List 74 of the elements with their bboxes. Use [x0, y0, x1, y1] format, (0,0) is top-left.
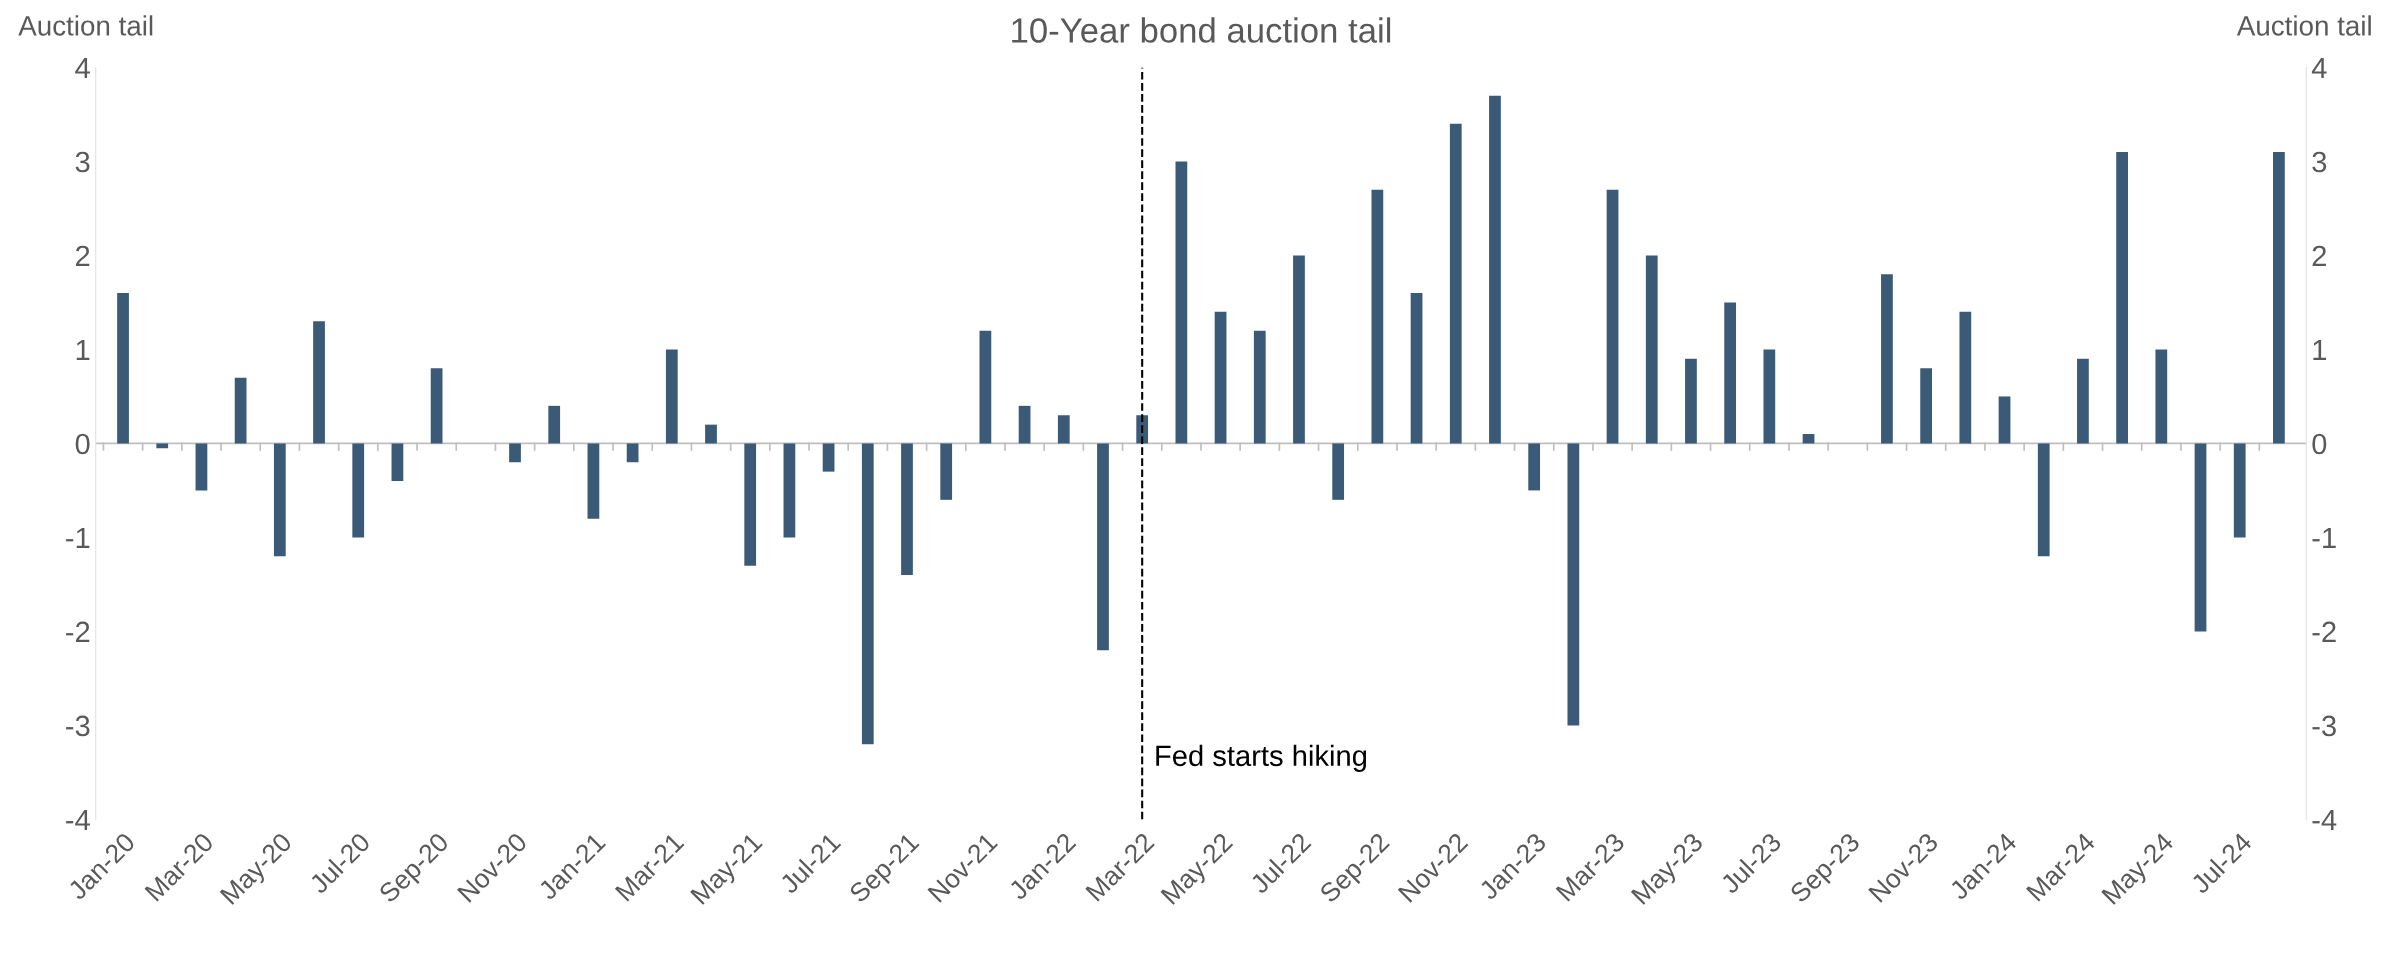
bar — [2037, 443, 2050, 557]
bar — [195, 443, 208, 491]
bar — [1763, 349, 1776, 444]
bar — [1920, 368, 1933, 444]
y2-axis-title: Auction tail — [2236, 15, 2371, 36]
bar — [156, 443, 169, 449]
bar — [273, 443, 286, 557]
bar — [1645, 255, 1658, 444]
bar — [2116, 152, 2128, 444]
bar — [1057, 415, 1070, 444]
bar — [1528, 443, 1541, 491]
y-tick-label: 4 — [75, 57, 90, 79]
bar — [1332, 443, 1345, 500]
bar — [744, 443, 757, 566]
bar — [1371, 189, 1384, 444]
bar — [979, 330, 992, 444]
chart-title: 10-Year bond auction tail — [1012, 17, 1391, 43]
y-tick-label: 0 — [75, 433, 90, 455]
bar — [1959, 311, 1972, 444]
bar — [234, 377, 247, 444]
bar — [548, 405, 561, 444]
y2-tick-label: 2 — [2312, 245, 2326, 267]
ref-line-label: Fed starts hiking — [1156, 744, 1367, 772]
y2-tick-label: -3 — [2312, 715, 2336, 737]
bar — [352, 443, 365, 538]
bar — [1018, 405, 1031, 444]
bar — [705, 424, 717, 444]
bar — [313, 321, 325, 444]
bar — [430, 368, 443, 444]
bar — [822, 443, 835, 472]
y2-tick-label: -1 — [2312, 527, 2336, 548]
bar — [901, 443, 913, 576]
bar — [1881, 274, 1893, 444]
y-tick-label: 2 — [75, 245, 90, 267]
bar — [1449, 123, 1462, 444]
bar — [1253, 330, 1266, 444]
bar — [940, 443, 953, 500]
y-tick-label: -4 — [66, 809, 90, 830]
bar — [2194, 443, 2207, 632]
y-tick-label: -2 — [66, 621, 90, 642]
y-tick-label: 3 — [75, 151, 90, 173]
bar — [1293, 255, 1305, 444]
bar — [783, 443, 796, 538]
bar — [117, 293, 129, 444]
bar — [509, 443, 521, 463]
y-tick-label: -3 — [66, 715, 90, 737]
bar — [1567, 443, 1580, 726]
y2-tick-label: 4 — [2311, 57, 2327, 79]
bar — [665, 349, 678, 444]
y2-tick-label: 3 — [2312, 151, 2327, 173]
y-axis-title: Auction tail — [18, 15, 153, 36]
bar — [1410, 293, 1423, 444]
bar — [2273, 152, 2285, 444]
bar — [2233, 443, 2246, 538]
y2-tick-label: 0 — [2312, 433, 2327, 455]
y2-tick-label: -4 — [2312, 809, 2337, 830]
y2-tick-label: -2 — [2312, 621, 2336, 642]
bar — [1175, 161, 1188, 444]
bar — [2155, 349, 2168, 444]
bar — [1214, 311, 1227, 444]
bar — [861, 443, 874, 745]
y-tick-label: 1 — [76, 339, 90, 361]
bar — [1097, 443, 1109, 651]
bar — [1685, 358, 1697, 444]
bar — [626, 443, 639, 463]
bar — [1998, 396, 2011, 444]
bar — [2077, 358, 2089, 444]
bar — [1606, 189, 1619, 444]
bar — [1489, 95, 1501, 444]
bar — [391, 443, 404, 482]
y-tick-label: -1 — [66, 527, 90, 548]
bar — [1724, 302, 1737, 444]
y2-tick-label: 1 — [2313, 339, 2327, 361]
bar — [587, 443, 600, 519]
